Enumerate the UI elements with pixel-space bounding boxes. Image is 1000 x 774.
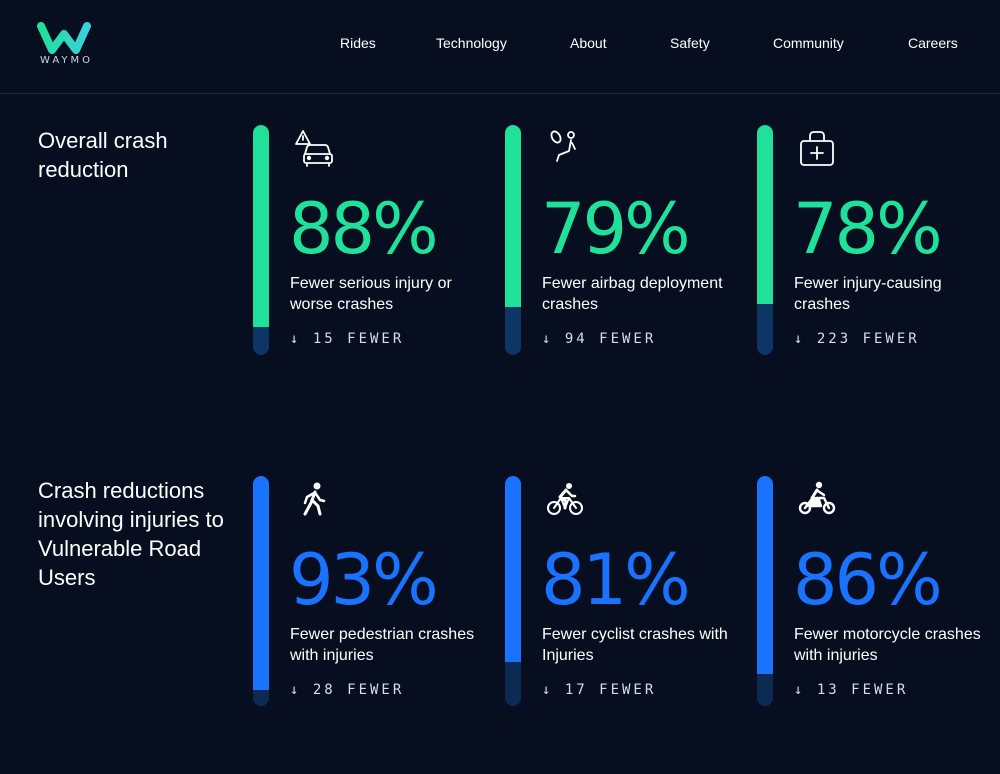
stat-card-pedestrian: 93% Fewer pedestrian crashes with injuri… bbox=[253, 476, 493, 706]
stat-description: Fewer serious injury or worse crashes bbox=[290, 275, 452, 313]
progress-bar bbox=[253, 125, 269, 355]
stat-description: Fewer injury-causing crashes bbox=[794, 275, 942, 313]
stat-card-airbag: 79% Fewer airbag deployment crashes ↓ 94… bbox=[505, 125, 745, 355]
progress-bar-fill bbox=[253, 476, 269, 690]
stat-card-injury-causing: 78% Fewer injury-causing crashes ↓ 223 F… bbox=[757, 125, 997, 355]
stat-description: Fewer motorcycle crashes with injuries bbox=[794, 626, 981, 664]
stat-percent: 93% bbox=[289, 539, 439, 621]
medical-bag-icon bbox=[797, 127, 837, 167]
pedestrian-icon bbox=[293, 478, 333, 518]
progress-bar-fill bbox=[757, 125, 773, 304]
main-nav: Rides Technology About Safety Community … bbox=[0, 35, 1000, 55]
progress-bar bbox=[505, 476, 521, 706]
nav-safety[interactable]: Safety bbox=[670, 35, 710, 51]
site-header: WAYMO Rides Technology About Safety Comm… bbox=[0, 0, 1000, 94]
stat-card-serious-injury: 88% Fewer serious injury or worse crashe… bbox=[253, 125, 493, 355]
stat-fewer-count: ↓ 223 FEWER bbox=[794, 331, 920, 347]
stat-percent: 78% bbox=[793, 188, 943, 270]
progress-bar bbox=[757, 476, 773, 706]
stat-description: Fewer pedestrian crashes with injuries bbox=[290, 626, 475, 664]
nav-rides[interactable]: Rides bbox=[340, 35, 376, 51]
car-warning-icon bbox=[293, 127, 333, 167]
section-title-vulnerable-road-users: Crash reductions involving injuries to V… bbox=[38, 478, 224, 590]
stat-card-motorcycle: 86% Fewer motorcycle crashes with injuri… bbox=[757, 476, 997, 706]
cyclist-icon bbox=[545, 478, 585, 518]
stat-percent: 88% bbox=[289, 188, 439, 270]
stat-fewer-count: ↓ 15 FEWER bbox=[290, 331, 405, 347]
progress-bar bbox=[505, 125, 521, 355]
stat-fewer-count: ↓ 28 FEWER bbox=[290, 682, 405, 698]
nav-careers[interactable]: Careers bbox=[908, 35, 958, 51]
waymo-logo-icon bbox=[37, 22, 91, 54]
nav-about[interactable]: About bbox=[570, 35, 607, 51]
progress-bar-fill bbox=[253, 125, 269, 327]
logo-wordmark: WAYMO bbox=[40, 55, 94, 66]
progress-bar-fill bbox=[505, 476, 521, 662]
stat-fewer-count: ↓ 13 FEWER bbox=[794, 682, 909, 698]
progress-bar-fill bbox=[505, 125, 521, 307]
stat-card-cyclist: 81% Fewer cyclist crashes with Injuries … bbox=[505, 476, 745, 706]
stat-fewer-count: ↓ 17 FEWER bbox=[542, 682, 657, 698]
stat-description: Fewer airbag deployment crashes bbox=[542, 275, 723, 313]
stat-percent: 81% bbox=[541, 539, 691, 621]
stat-percent: 79% bbox=[541, 188, 691, 270]
progress-bar bbox=[757, 125, 773, 355]
stat-fewer-count: ↓ 94 FEWER bbox=[542, 331, 657, 347]
stat-percent: 86% bbox=[793, 539, 943, 621]
progress-bar bbox=[253, 476, 269, 706]
stat-description: Fewer cyclist crashes with Injuries bbox=[542, 626, 728, 664]
progress-bar-fill bbox=[757, 476, 773, 674]
motorcycle-icon bbox=[797, 478, 837, 518]
nav-technology[interactable]: Technology bbox=[436, 35, 507, 51]
waymo-logo[interactable] bbox=[37, 20, 91, 70]
section-title-overall: Overall crash reduction bbox=[38, 128, 168, 182]
nav-community[interactable]: Community bbox=[773, 35, 844, 51]
airbag-icon bbox=[545, 127, 585, 167]
